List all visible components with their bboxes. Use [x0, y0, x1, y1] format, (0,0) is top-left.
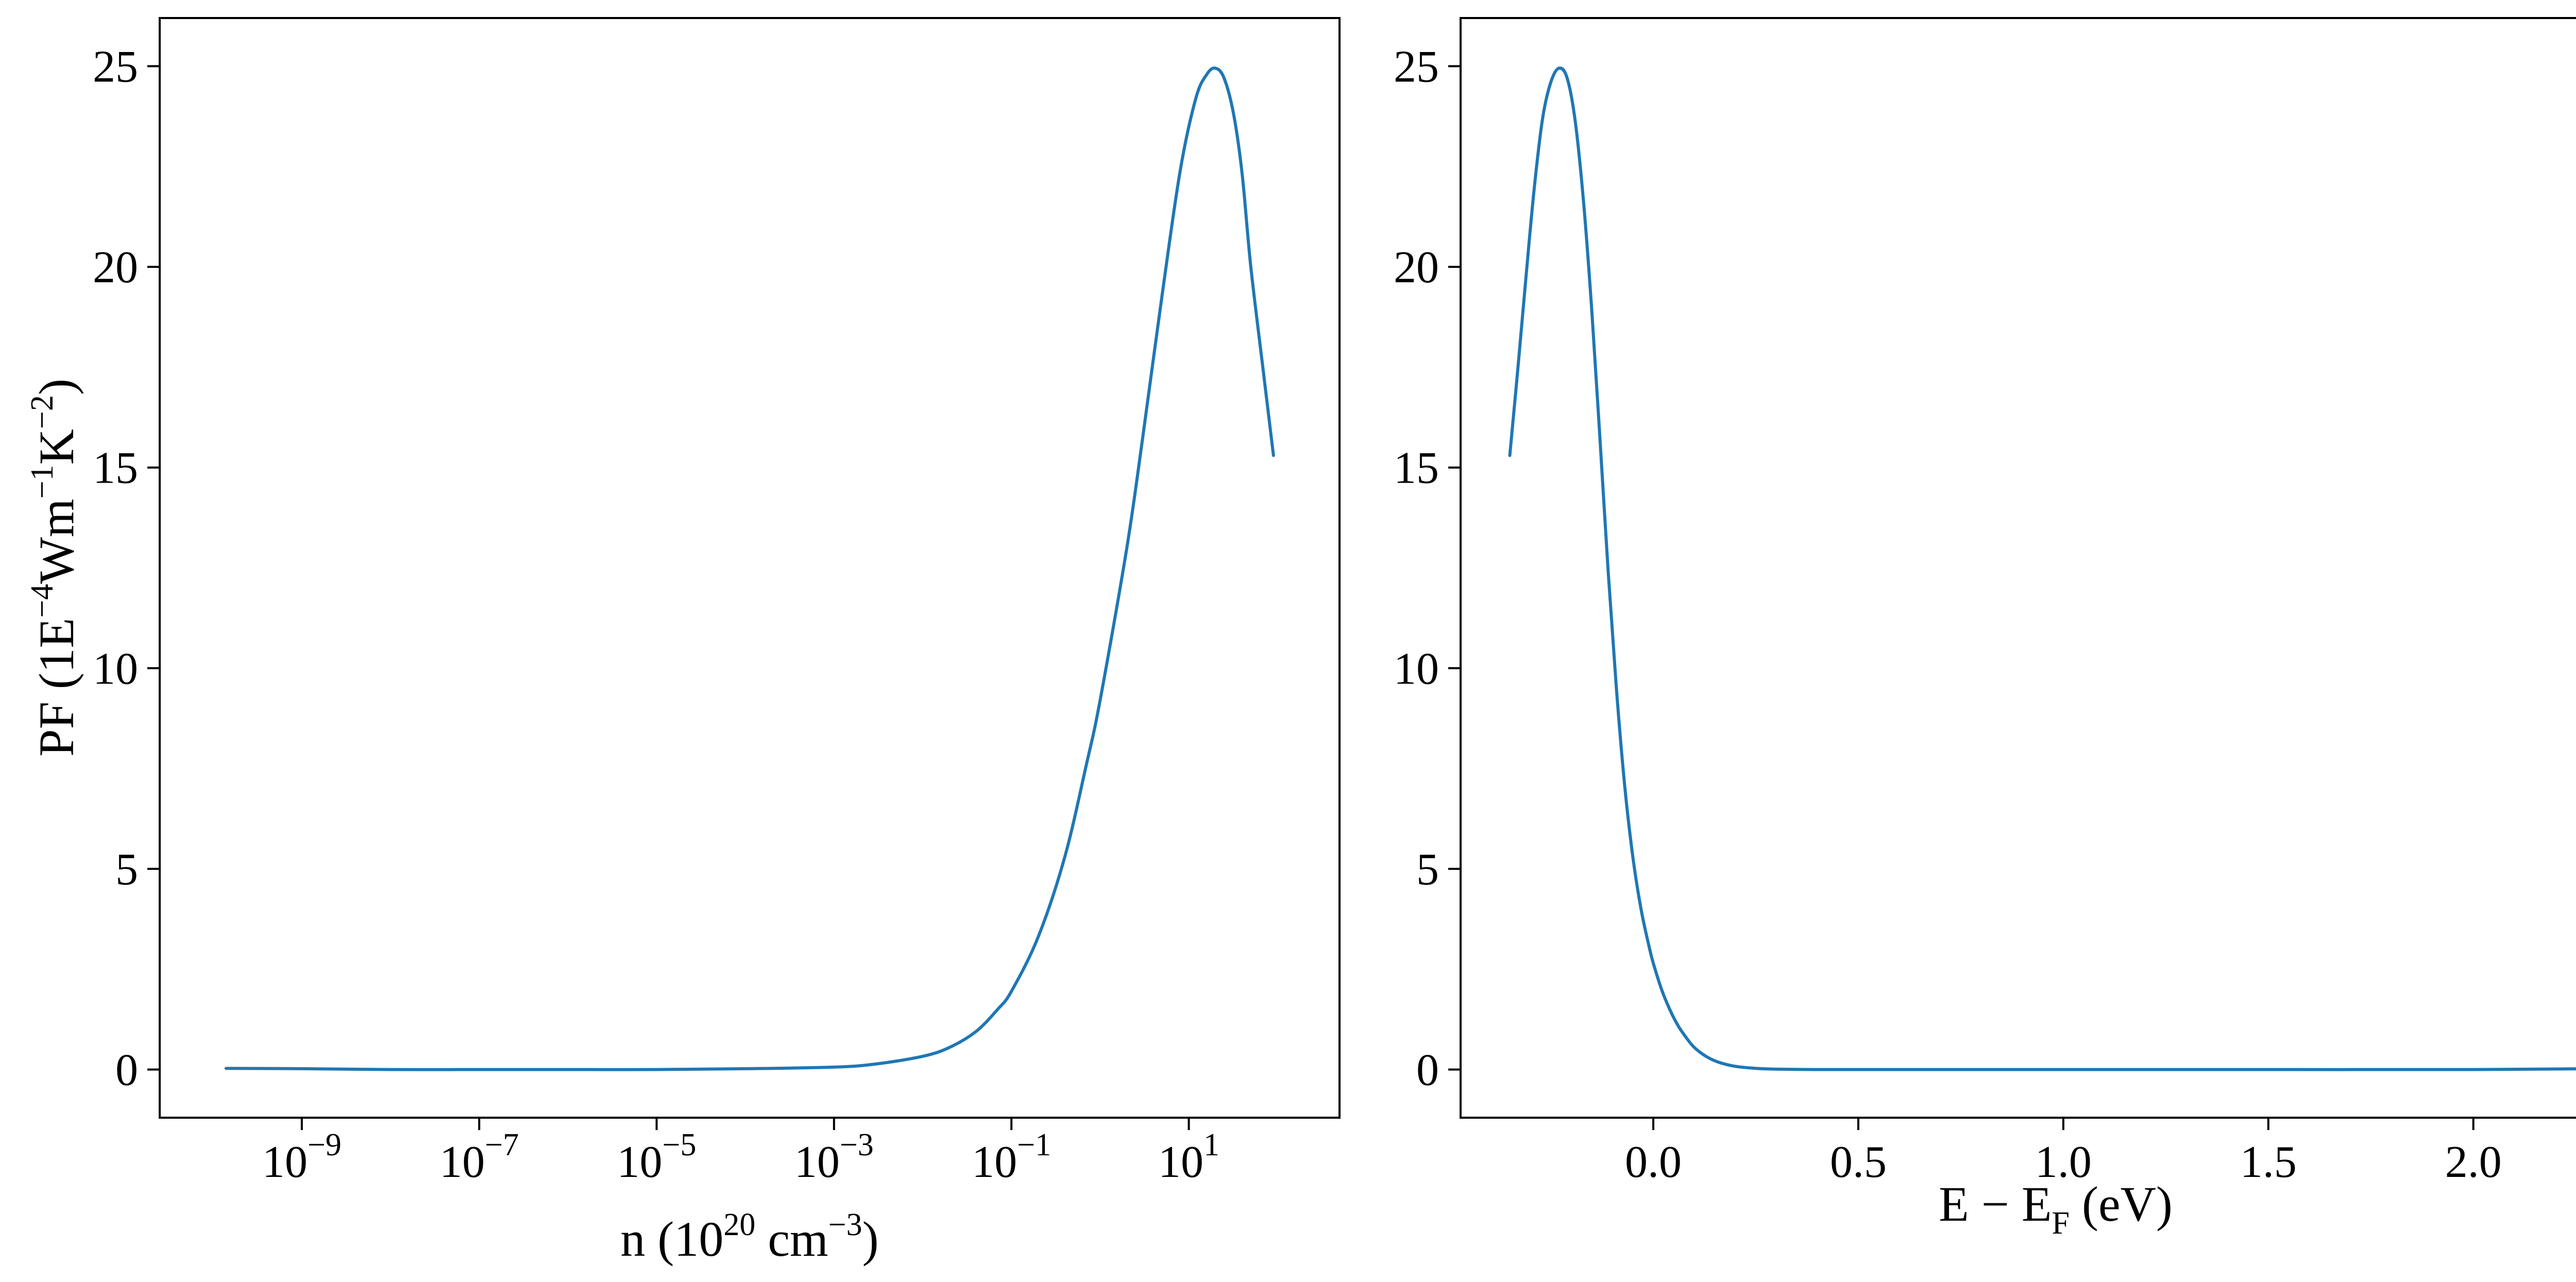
- left-x-axis-label: n (1020 cm−3): [620, 1207, 878, 1267]
- y-tick-label: 20: [93, 243, 138, 293]
- series-line: [224, 66, 1275, 1071]
- x-tick-label: 101: [1158, 1127, 1219, 1187]
- y-tick-label: 20: [1394, 243, 1439, 293]
- left-plot-frame: [159, 17, 1341, 1119]
- right-plot-frame: [1460, 17, 2576, 1119]
- y-tick-label: 5: [1416, 845, 1439, 895]
- y-tick-label: 0: [1416, 1045, 1439, 1095]
- y-tick-label: 0: [115, 1045, 138, 1095]
- x-tick-label: 10−3: [794, 1127, 874, 1187]
- x-tick-label: 10−5: [617, 1127, 697, 1187]
- x-tick-label: 0.0: [1625, 1137, 1682, 1187]
- y-tick-label: 5: [115, 845, 138, 895]
- left-series: [224, 66, 1275, 1071]
- x-tick-label: 0.5: [1830, 1137, 1887, 1187]
- left-y-ticks: 0 5 10 15 20 25: [93, 42, 160, 1095]
- y-tick-label: 10: [1394, 644, 1439, 694]
- series-line: [1508, 66, 2576, 1071]
- left-y-axis-label: PF (1E−4Wm−1K−2): [25, 379, 84, 757]
- y-tick-label: 15: [93, 443, 138, 493]
- y-tick-label: 15: [1394, 443, 1439, 493]
- right-x-ticks: 0.0 0.5 1.0 1.5 2.0: [1625, 1118, 2502, 1187]
- right-chart-panel: 0.0 0.5 1.0 1.5 2.0 0 5 10 15 20 25 E − EF (eV): [1394, 17, 2576, 1241]
- y-tick-label: 25: [93, 42, 138, 92]
- x-tick-label: 10−1: [972, 1127, 1051, 1187]
- y-tick-label: 25: [1394, 42, 1439, 92]
- x-tick-label: 10−9: [262, 1127, 342, 1187]
- x-tick-label: 2.0: [2445, 1137, 2502, 1187]
- left-x-ticks: 10−9 10−7 10−5 10−3 10−1 101: [262, 1118, 1219, 1187]
- right-series: [1508, 66, 2576, 1071]
- x-tick-label: 10−7: [439, 1127, 519, 1187]
- left-chart-panel: 10−9 10−7 10−5 10−3 10−1 101 0 5 10 15 20 25 n (10…: [25, 17, 1341, 1267]
- right-x-axis-label: E − EF (eV): [1939, 1176, 2173, 1241]
- x-tick-label: 1.5: [2240, 1137, 2297, 1187]
- right-y-ticks: 0 5 10 15 20 25: [1394, 42, 1461, 1095]
- y-tick-label: 10: [93, 644, 138, 694]
- x-tick-label: 1.0: [2035, 1137, 2092, 1187]
